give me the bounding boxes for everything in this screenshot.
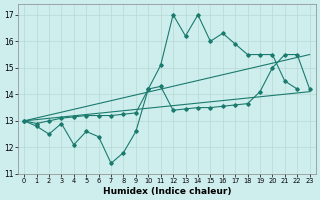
- X-axis label: Humidex (Indice chaleur): Humidex (Indice chaleur): [103, 187, 231, 196]
